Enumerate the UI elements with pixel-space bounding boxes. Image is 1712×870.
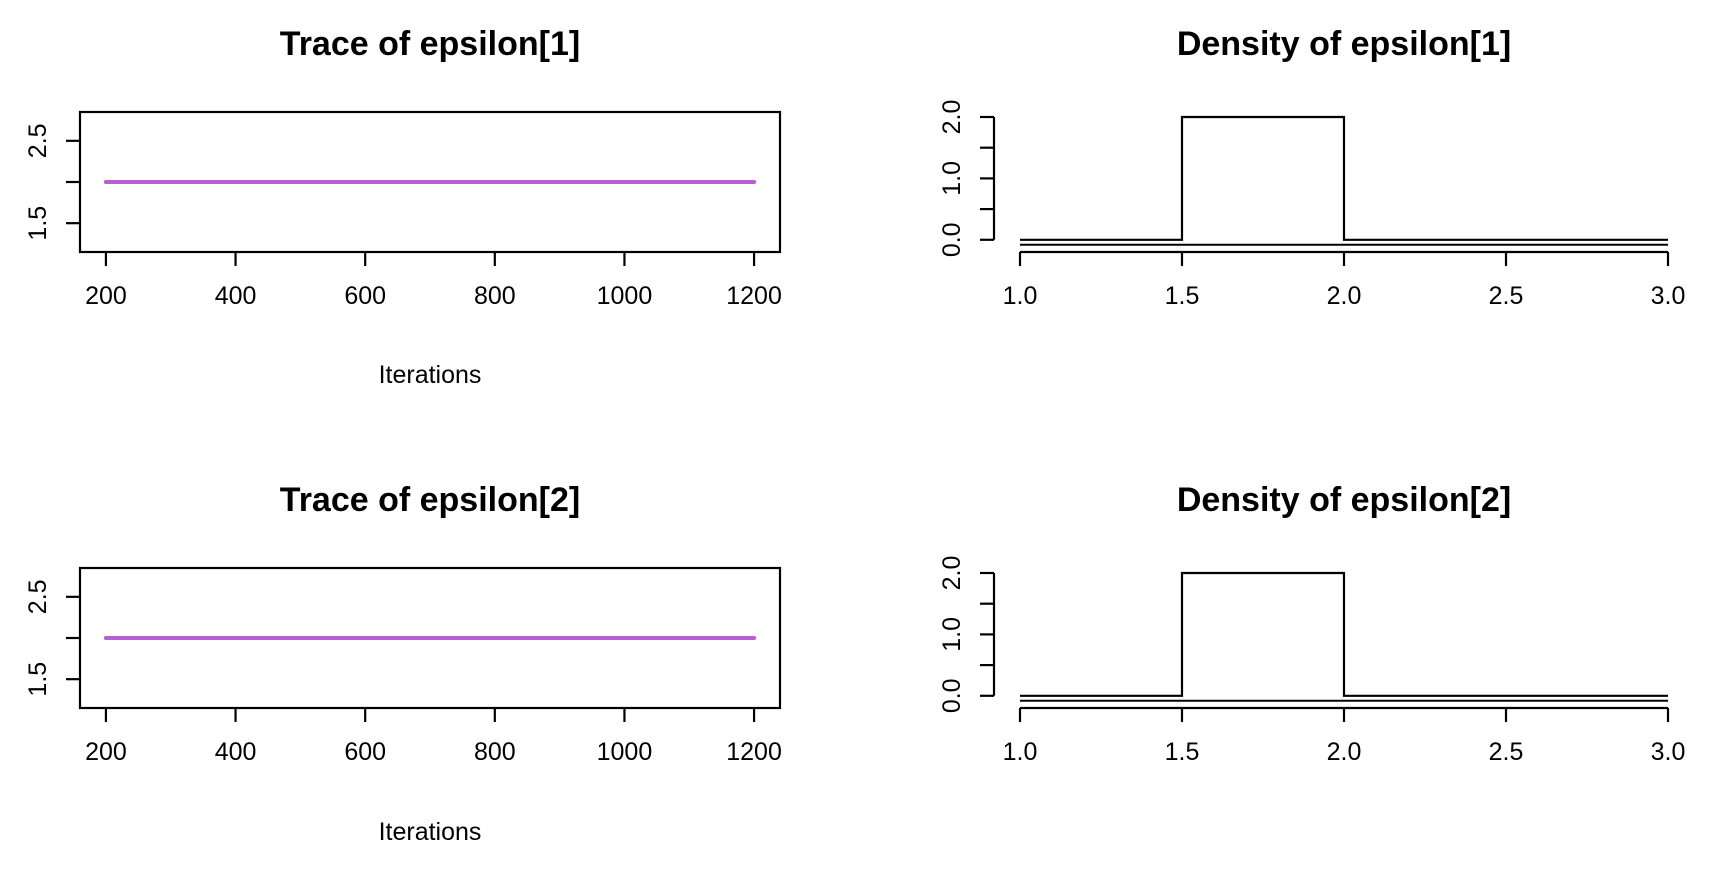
density1-x-tick-label: 2.5 [1489, 282, 1524, 310]
density1-x-tick-label: 1.5 [1165, 282, 1200, 310]
density2-density-line [1020, 571, 1668, 697]
density1-y-tick-label: 0.0 [938, 222, 966, 257]
density2-x-tick-label: 3.0 [1651, 738, 1686, 766]
trace1-x-tick-label: 1200 [726, 282, 782, 310]
trace2-x-tick-label: 400 [215, 738, 257, 766]
trace2-x-tick-label: 600 [344, 738, 386, 766]
trace1-y-tick-label: 1.5 [24, 206, 52, 241]
trace1-panel: Trace of epsilon[1] 200 400 600 800 1000 1200 1… [24, 25, 782, 389]
trace1-x-tick-label: 1000 [597, 282, 653, 310]
density1-x-tick-label: 1.0 [1003, 282, 1038, 310]
density1-panel: Density of epsilon[1] 1.0 1.5 2.0 2.5 3.0 0.0 1… [938, 25, 1685, 310]
density1-y-tick-label: 2.0 [938, 100, 966, 135]
density2-x-tick-label: 2.5 [1489, 738, 1524, 766]
density2-panel: Density of epsilon[2] 1.0 1.5 2.0 2.5 3.0 0.0 1… [938, 481, 1685, 766]
trace2-x-tick-label: 800 [474, 738, 516, 766]
trace1-x-tick-label: 800 [474, 282, 516, 310]
trace1-y-tick-label: 2.5 [24, 123, 52, 158]
density2-y-tick-label: 0.0 [938, 678, 966, 713]
trace1-x-tick-label: 200 [85, 282, 127, 310]
density2-y-tick-label: 1.0 [938, 617, 966, 652]
trace2-x-axis-label: Iterations [379, 818, 482, 846]
trace2-x-tick-label: 200 [85, 738, 127, 766]
density1-y-tick-label: 1.0 [938, 161, 966, 196]
density1-density-line [1020, 115, 1668, 241]
density1-x-tick-label: 3.0 [1651, 282, 1686, 310]
trace2-y-tick-label: 1.5 [24, 662, 52, 697]
trace2-title: Trace of epsilon[2] [280, 481, 580, 519]
trace2-y-tick-label: 2.5 [24, 579, 52, 614]
density2-y-tick-label: 2.0 [938, 556, 966, 591]
trace2-x-tick-label: 1000 [597, 738, 653, 766]
trace1-x-tick-label: 600 [344, 282, 386, 310]
density2-title: Density of epsilon[2] [1177, 481, 1511, 519]
trace1-title: Trace of epsilon[1] [280, 25, 580, 63]
density1-x-tick-label: 2.0 [1327, 282, 1362, 310]
density1-title: Density of epsilon[1] [1177, 25, 1511, 63]
density2-x-tick-label: 1.5 [1165, 738, 1200, 766]
trace1-x-tick-label: 400 [215, 282, 257, 310]
density2-x-tick-label: 2.0 [1327, 738, 1362, 766]
trace1-x-axis-label: Iterations [379, 361, 482, 389]
trace2-panel: Trace of epsilon[2] 200 400 600 800 1000 1200 1… [24, 481, 782, 846]
trace2-x-tick-label: 1200 [726, 738, 782, 766]
density2-x-tick-label: 1.0 [1003, 738, 1038, 766]
